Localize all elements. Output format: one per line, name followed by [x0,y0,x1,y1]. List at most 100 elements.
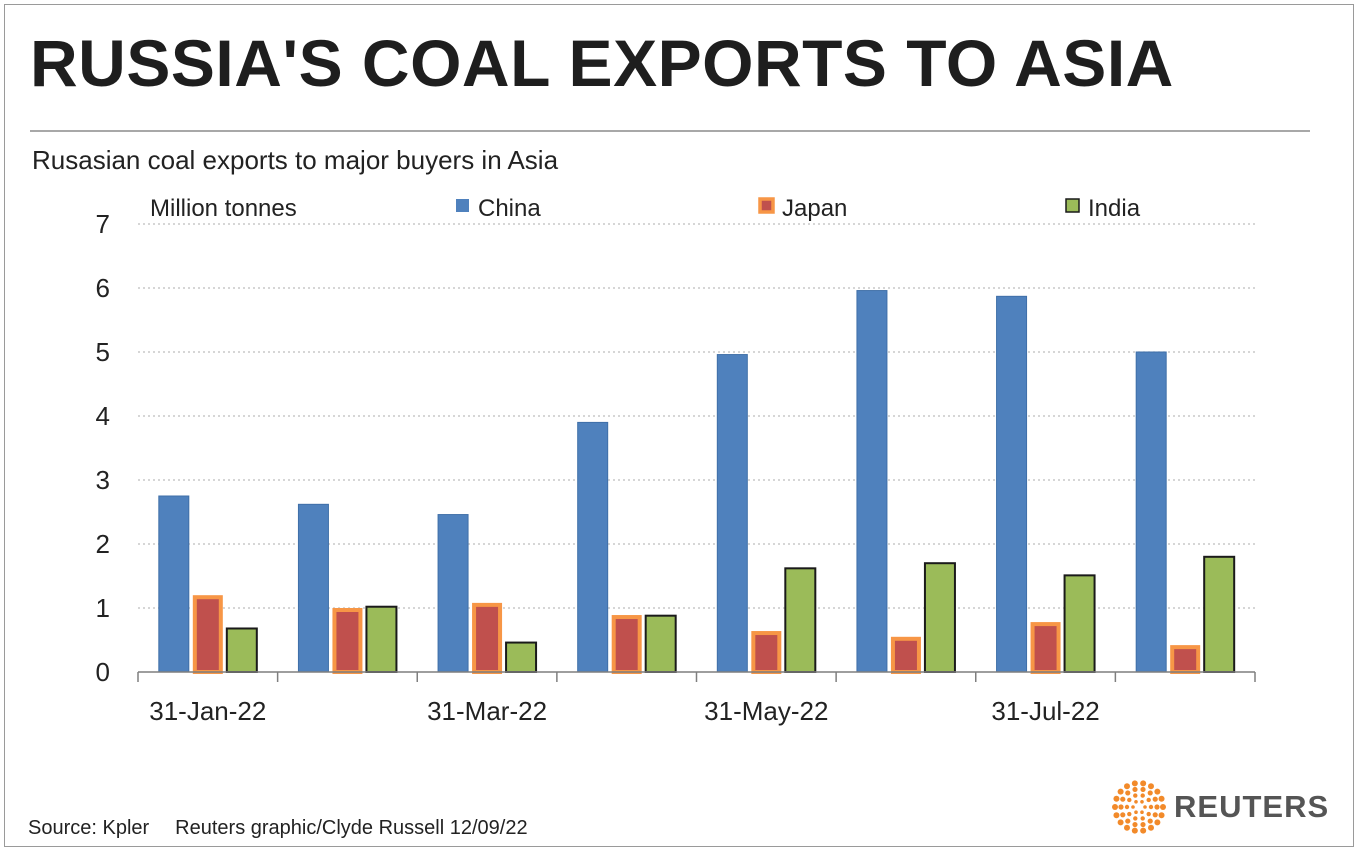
logo-dot [1140,793,1145,798]
logo-dot [1134,810,1138,814]
y-tick-label: 0 [96,657,110,687]
logo-dot [1112,804,1118,810]
bar-japan [472,602,503,675]
bar-japan [192,595,223,675]
logo-dot [1124,804,1130,810]
bar-china [1135,351,1167,673]
logo-dot [1140,810,1144,814]
legend-label-japan: Japan [782,195,847,222]
chart-title: RUSSIA'S COAL EXPORTS TO ASIA [30,26,1174,100]
logo-dot [1127,811,1132,817]
y-axis-ticks: 0 1 2 3 4 5 6 7 [96,209,110,687]
x-tick-label: 31-Jul-22 [991,696,1099,726]
logo-dot [1134,800,1138,804]
logo-dot [1143,805,1147,809]
logo-dot [1160,804,1166,810]
legend-swatch-china [456,199,469,212]
logo-dot [1113,812,1120,819]
logo-dot [1131,827,1138,834]
bar-china [158,495,190,673]
y-tick-label: 5 [96,337,110,367]
logo-dot [1152,796,1158,802]
chart-subtitle: Rusasian coal exports to major buyers in… [32,145,559,175]
y-tick-label: 3 [96,465,110,495]
logo-dot [1147,790,1153,796]
y-tick-label: 6 [96,273,110,303]
logo-dot [1120,796,1126,802]
logo-dot [1140,780,1147,787]
logo-dot [1148,824,1154,831]
credit-note: Reuters graphic/Clyde Russell 12/09/22 [175,817,528,839]
logo-dot [1131,780,1138,787]
logo-dot [1113,795,1120,802]
legend-swatch-japan [758,197,775,214]
y-tick-label: 4 [96,401,110,431]
logo-dot [1146,811,1151,817]
logo-dot [1140,816,1145,821]
logo-dot [1140,786,1146,793]
logo-dot [1154,788,1161,795]
bar-india [505,641,538,673]
x-tick-label: 31-Jan-22 [149,696,266,726]
logo-dot [1140,800,1144,804]
bar-china [577,421,609,673]
reuters-logo: REUTERS [1112,780,1342,834]
logo-dot [1148,804,1154,810]
logo-dot [1147,818,1153,824]
footer: Source: Kpler Reuters graphic/Clyde Russe… [28,816,528,840]
bar-china [297,503,329,673]
logo-dot [1146,797,1151,803]
unit-label: Million tonnes [150,195,297,222]
logo-dot [1131,805,1135,809]
logo-dot [1154,804,1160,810]
x-axis: 31-Jan-22 31-Mar-22 31-May-22 31-Jul-22 [137,671,1256,726]
logo-dot [1132,786,1138,793]
bar-india [225,627,258,673]
bar-india [923,562,956,674]
legend-label-india: India [1088,195,1141,222]
bar-china [996,295,1028,673]
logo-dot [1117,788,1124,795]
logo-dot [1158,795,1165,802]
legend-swatch-india [1065,198,1080,213]
bar-japan [332,608,363,674]
bar-japan [890,636,921,674]
logo-dot [1125,790,1131,796]
bar-india [644,614,677,673]
logo-dot [1133,793,1138,798]
bar-japan [1030,622,1061,675]
logo-dot [1118,804,1124,810]
logo-dot [1152,812,1158,818]
legend-label-china: China [478,195,541,222]
logo-dot [1125,818,1131,824]
y-tick-label: 7 [96,209,110,239]
bar-india [365,605,398,673]
y-tick-label: 1 [96,593,110,623]
bar-japan [611,615,642,674]
logo-dot [1154,819,1161,826]
x-tick-label: 31-Mar-22 [427,696,547,726]
logo-dot [1133,816,1138,821]
reuters-dot-ring-icon [1112,780,1166,834]
bar-china [716,354,748,673]
source-note: Source: Kpler [28,817,150,839]
logo-dot [1127,797,1132,803]
logo-dot [1158,812,1165,819]
legend: Million tonnes China Japan India [150,195,1141,222]
bar-india [1063,574,1096,673]
bar-japan [1170,645,1201,674]
y-tick-label: 2 [96,529,110,559]
reuters-wordmark: REUTERS [1174,789,1330,824]
bar-china [437,514,469,673]
logo-dot [1140,821,1146,828]
bars [158,290,1236,675]
logo-dot [1148,783,1154,790]
logo-dot [1117,819,1124,826]
bar-india [784,567,817,674]
bar-china [856,290,888,673]
title-divider [30,130,1310,132]
logo-dot [1124,783,1130,790]
logo-dot [1124,824,1130,831]
logo-dot [1140,827,1147,834]
